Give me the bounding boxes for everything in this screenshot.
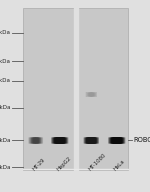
Text: HepG2: HepG2 (56, 156, 72, 172)
Text: 55kDa: 55kDa (0, 59, 11, 64)
Text: ROBO4: ROBO4 (134, 137, 150, 143)
Text: 130kDa: 130kDa (0, 138, 11, 143)
Text: 70kDa: 70kDa (0, 78, 11, 83)
Text: 100kDa: 100kDa (0, 105, 11, 110)
Text: HeLa: HeLa (113, 159, 126, 172)
Text: 40kDa: 40kDa (0, 30, 11, 35)
Text: HT-29: HT-29 (32, 157, 46, 172)
Text: HT-1080: HT-1080 (87, 152, 107, 172)
Bar (23, 8, 128, 170)
Text: 170kDa: 170kDa (0, 165, 11, 170)
